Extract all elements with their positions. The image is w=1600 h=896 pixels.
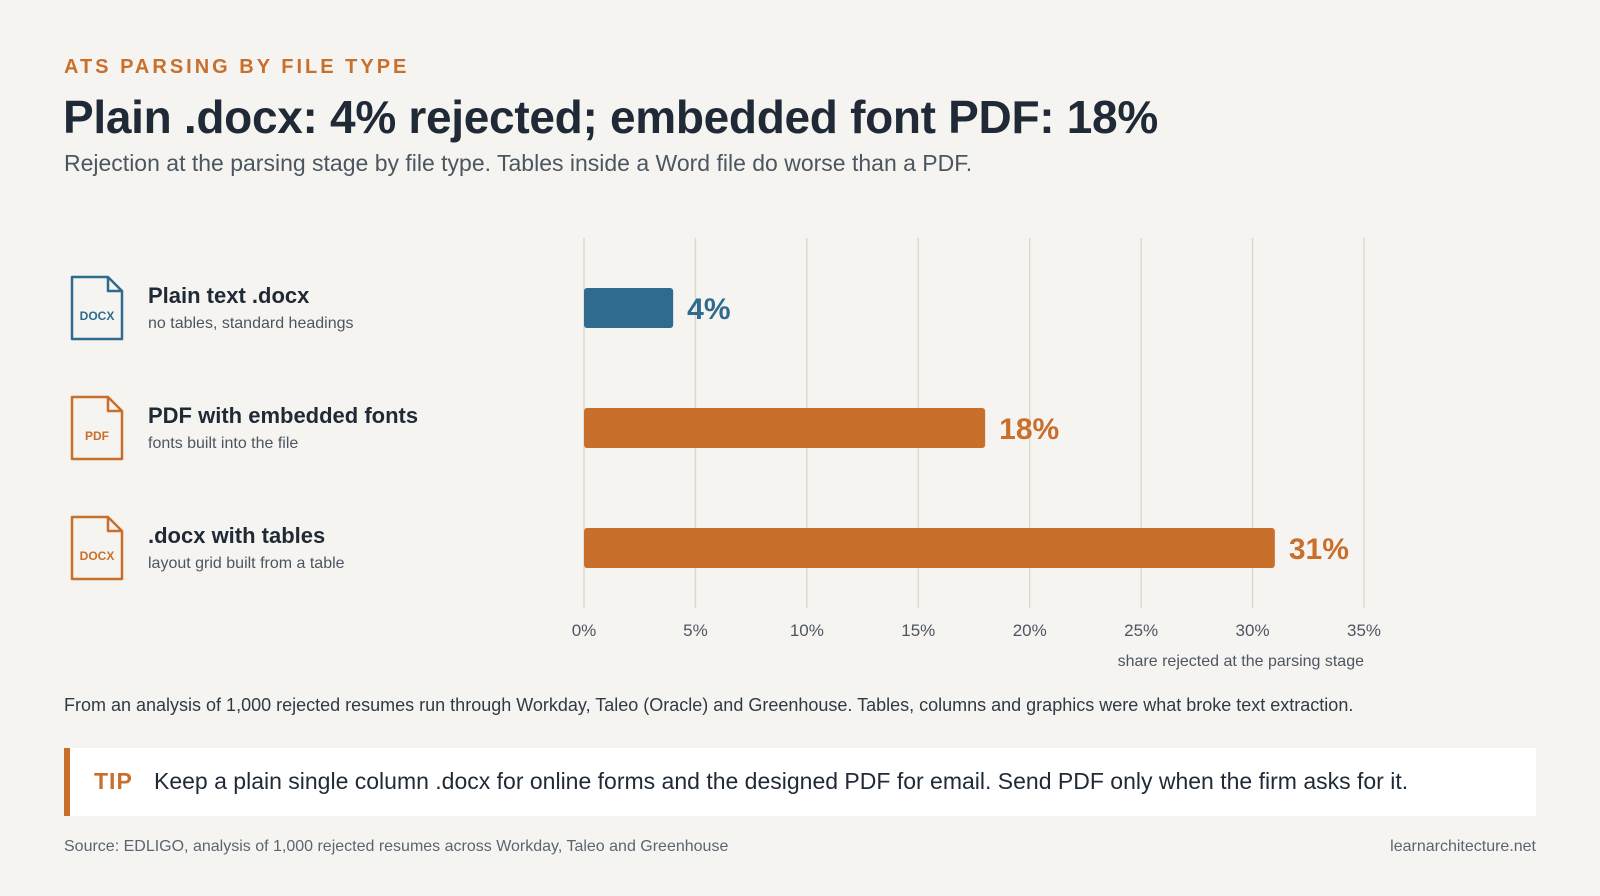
bar-value-label: 31% [1289,533,1349,566]
file-icon-label: DOCX [80,309,115,323]
row-subtitle: layout grid built from a table [148,555,345,572]
bar [584,408,986,448]
chart-subtitle: Rejection at the parsing stage by file t… [64,150,973,176]
bar-chart: 0% 5% 10% 15% 20% 25% 30% 35% share rejected at … [572,238,1381,670]
tip-label: TIP [94,768,133,794]
row-subtitle: no tables, standard headings [148,315,354,332]
eyebrow-label: ATS PARSING BY FILE TYPE [64,56,410,78]
bar-value-label: 18% [999,413,1059,446]
x-tick-label: 30% [1236,621,1270,640]
chart-title: Plain .docx: 4% rejected; embedded font … [63,91,1158,143]
tip-callout: TIP Keep a plain single column .docx for… [64,748,1536,816]
docx-file-icon: DOCX [70,275,124,341]
row-subtitle: fonts built into the file [148,435,299,452]
docx-file-icon: DOCX [70,515,124,581]
bar [584,528,1275,568]
row-title: PDF with embedded fonts [148,403,419,428]
x-tick-label: 5% [683,621,708,640]
methodology-note: From an analysis of 1,000 rejected resum… [64,695,1354,715]
row-title: Plain text .docx [148,283,310,308]
source-credit: Source: EDLIGO, analysis of 1,000 reject… [64,838,729,855]
file-icon-label: DOCX [80,549,115,563]
row-title: .docx with tables [148,523,326,548]
x-tick-label: 35% [1347,621,1381,640]
site-link[interactable]: learnarchitecture.net [1390,838,1536,855]
x-tick-label: 20% [1013,621,1047,640]
x-tick-label: 10% [790,621,824,640]
file-icon-label: PDF [85,429,109,443]
x-tick-label: 25% [1124,621,1158,640]
tip-text: Keep a plain single column .docx for onl… [154,768,1409,794]
x-tick-label: 0% [572,621,597,640]
pdf-file-icon: PDF [70,395,124,461]
x-tick-label: 15% [901,621,935,640]
x-axis-title: share rejected at the parsing stage [1118,653,1364,670]
bar [584,288,674,328]
bar-value-label: 4% [687,293,730,326]
